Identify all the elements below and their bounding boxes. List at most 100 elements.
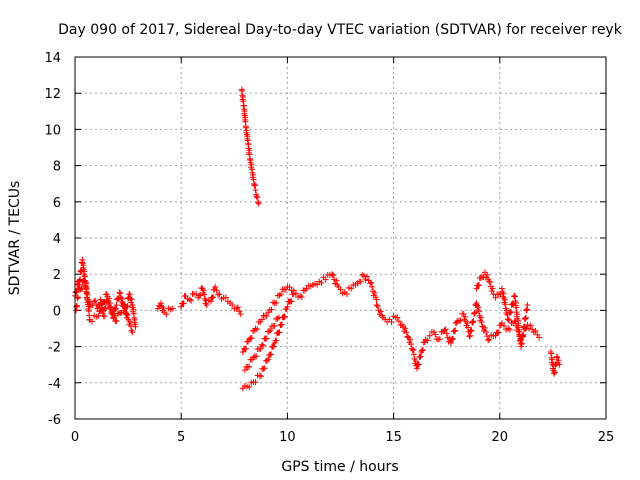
- data-point: [74, 294, 81, 301]
- data-point: [369, 283, 376, 290]
- data-point: [160, 304, 167, 311]
- data-point: [255, 200, 262, 207]
- data-point: [128, 327, 135, 334]
- data-point: [408, 345, 415, 352]
- x-tick-label: 0: [71, 430, 79, 445]
- data-point: [415, 361, 422, 368]
- data-point: [256, 372, 263, 379]
- data-point: [215, 291, 222, 298]
- data-point: [484, 333, 491, 340]
- grid: [75, 57, 606, 419]
- y-tick-label: 2: [53, 268, 61, 283]
- data-point: [233, 305, 240, 312]
- data-point: [242, 345, 249, 352]
- data-point: [482, 329, 489, 336]
- data-point: [521, 323, 528, 330]
- data-point: [288, 298, 295, 305]
- data-point: [180, 300, 187, 307]
- data-point: [242, 124, 249, 131]
- data-point: [216, 291, 223, 298]
- data-point: [101, 313, 108, 320]
- data-point: [506, 326, 513, 333]
- data-point: [252, 186, 259, 193]
- data-point: [410, 346, 417, 353]
- x-axis-label: GPS time / hours: [281, 459, 398, 475]
- data-point: [284, 303, 291, 310]
- data-point: [275, 314, 282, 321]
- data-point: [426, 332, 433, 339]
- data-point: [213, 287, 220, 294]
- y-tick-label: 14: [44, 51, 61, 66]
- y-tick-label: 8: [53, 160, 61, 175]
- data-point: [128, 296, 135, 303]
- data-point: [286, 284, 293, 291]
- data-point: [246, 384, 253, 391]
- data-point: [169, 305, 176, 312]
- data-point: [111, 312, 118, 319]
- data-point: [250, 354, 257, 361]
- data-point: [129, 329, 136, 336]
- data-point: [475, 304, 482, 311]
- data-point: [371, 289, 378, 296]
- y-tick-label: 12: [44, 87, 61, 102]
- data-point: [253, 353, 260, 360]
- data-point: [524, 301, 531, 308]
- data-point: [246, 336, 253, 343]
- data-point: [314, 281, 321, 288]
- data-point: [268, 351, 275, 358]
- data-point: [193, 290, 200, 297]
- data-point: [265, 356, 272, 363]
- data-point: [210, 294, 217, 301]
- data-point: [276, 292, 283, 299]
- y-axis-label: SDTVAR / TECUs: [7, 181, 23, 296]
- data-point: [237, 311, 244, 318]
- x-tick-label: 20: [492, 430, 509, 445]
- data-point: [403, 329, 410, 336]
- data-point: [485, 337, 492, 344]
- data-point: [362, 276, 369, 283]
- data-point: [367, 280, 374, 287]
- data-points: [72, 86, 563, 392]
- data-point: [127, 295, 134, 302]
- data-point: [481, 324, 488, 331]
- data-point: [112, 305, 119, 312]
- data-point: [368, 279, 375, 286]
- data-point: [462, 313, 469, 320]
- data-point: [113, 317, 120, 324]
- data-point: [470, 318, 477, 325]
- data-point: [92, 297, 99, 304]
- data-point: [236, 308, 243, 315]
- data-point: [263, 335, 270, 342]
- data-point: [464, 324, 471, 331]
- data-point: [460, 311, 467, 318]
- data-point: [489, 285, 496, 292]
- x-tick-label: 5: [177, 430, 185, 445]
- data-point: [241, 367, 248, 374]
- data-point: [357, 278, 364, 285]
- data-point: [436, 336, 443, 343]
- data-point: [477, 274, 484, 281]
- data-point: [487, 278, 494, 285]
- data-point: [115, 295, 122, 302]
- data-point: [522, 314, 529, 321]
- data-point: [555, 357, 562, 364]
- data-point: [408, 341, 415, 348]
- data-point: [127, 323, 134, 330]
- data-point: [234, 304, 241, 311]
- data-point: [495, 329, 502, 336]
- data-point: [258, 316, 265, 323]
- data-point: [77, 276, 84, 283]
- y-tick-label: -6: [48, 413, 61, 428]
- axis-ticks: 0 5 10 15 20 25 -6 -4 -2 0 2 4 6 8 10 12 14: [44, 51, 614, 445]
- data-point: [419, 347, 426, 354]
- data-point: [188, 297, 195, 304]
- data-point: [278, 321, 285, 328]
- data-point: [518, 340, 525, 347]
- x-tick-label: 15: [385, 430, 402, 445]
- data-point: [452, 327, 459, 334]
- data-point: [258, 341, 265, 348]
- data-point: [121, 301, 128, 308]
- data-point: [117, 294, 124, 301]
- y-tick-label: 0: [53, 304, 61, 319]
- data-point: [109, 306, 116, 313]
